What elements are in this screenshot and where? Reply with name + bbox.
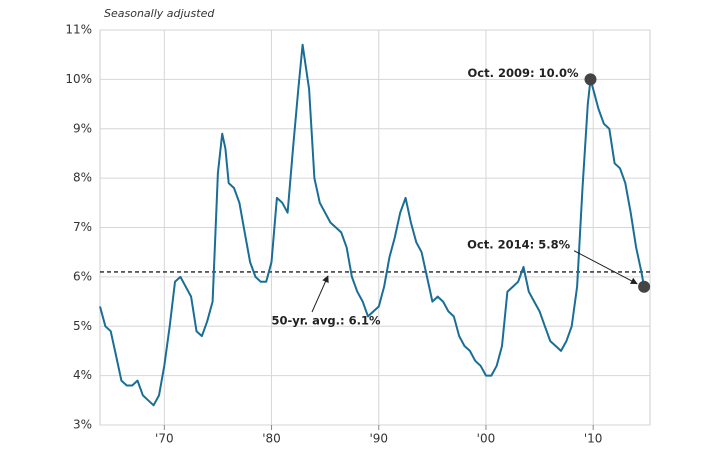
y-tick-label: 6% — [73, 269, 92, 283]
arrow — [311, 275, 329, 313]
y-tick-label: 4% — [73, 368, 92, 382]
highlight-dot — [638, 280, 651, 293]
y-tick-label: 11% — [65, 23, 92, 37]
x-tick-label: '00 — [477, 432, 496, 446]
y-tick-label: 9% — [73, 121, 92, 135]
x-tick-label: '90 — [369, 432, 388, 446]
y-tick-label: 7% — [73, 220, 92, 234]
y-tick-label: 5% — [73, 319, 92, 333]
x-tick-label: '10 — [584, 432, 603, 446]
highlight-label: Oct. 2014: 5.8% — [467, 237, 570, 251]
x-tick-label: '70 — [155, 432, 174, 446]
y-tick-label: 3% — [73, 418, 92, 432]
highlight-dot — [584, 73, 597, 86]
average-label: 50-yr. avg.: 6.1% — [271, 314, 381, 328]
arrow — [573, 250, 638, 285]
y-tick-label: 10% — [65, 72, 92, 86]
subtitle: Seasonally adjusted — [104, 7, 215, 20]
y-tick-label: 8% — [73, 171, 92, 185]
highlight-label: Oct. 2009: 10.0% — [468, 66, 579, 80]
data-line — [99, 43, 646, 407]
x-tick-label: '80 — [262, 432, 281, 446]
